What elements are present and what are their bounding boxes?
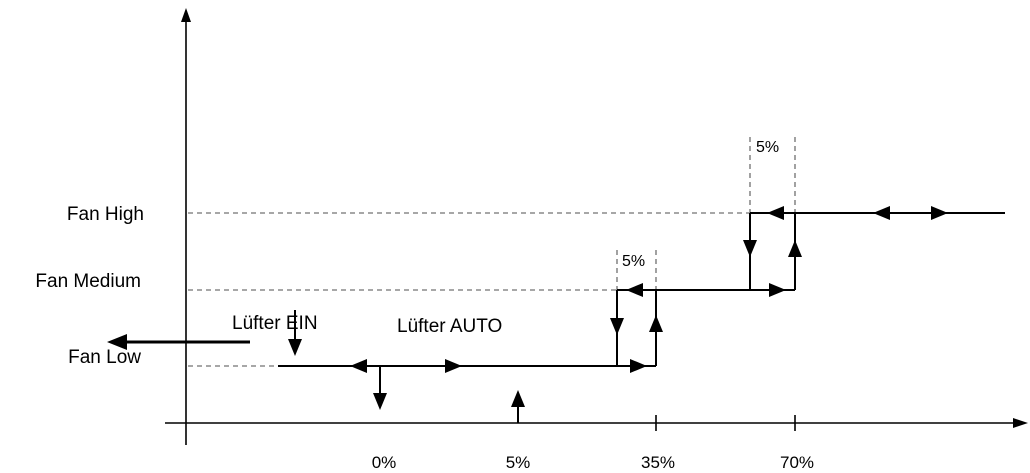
labels: Fan High Fan Medium Fan Low Lüfter EIN L… (35, 139, 814, 472)
high-right-arrowhead (931, 206, 948, 220)
label-fan-low: Fan Low (68, 347, 141, 368)
fan-on-down-arrowhead (288, 339, 302, 356)
mode-arrows (107, 310, 302, 356)
band-label-high: 5% (756, 139, 779, 156)
y-axis-arrowhead (181, 8, 191, 22)
low-right-arrowhead-1 (445, 359, 462, 373)
band-label-medium: 5% (622, 253, 645, 270)
rise-5-arrowhead (511, 390, 525, 407)
axes (165, 8, 1028, 445)
rise-high-arrowhead (788, 240, 802, 257)
medium-right-arrowhead (769, 283, 786, 297)
drop-high-arrowhead (743, 240, 757, 257)
label-fan-high: Fan High (67, 204, 144, 225)
fan-low-arrowhead (107, 334, 127, 350)
high-left-arrowhead-2 (873, 206, 890, 220)
label-fan-on: Lüfter EIN (232, 313, 318, 334)
x-tick-label-35: 35% (641, 453, 675, 472)
low-left-arrowhead (350, 359, 367, 373)
reference-lines (188, 137, 796, 367)
drop-medium-arrowhead (610, 318, 624, 335)
label-fan-auto: Lüfter AUTO (397, 316, 502, 337)
rise-medium-arrowhead (649, 315, 663, 332)
medium-left-arrowhead (626, 283, 643, 297)
x-tick-label-0: 0% (372, 453, 397, 472)
high-left-arrowhead-1 (767, 206, 784, 220)
hysteresis-curve (278, 206, 1005, 423)
drop-0-arrowhead (373, 393, 387, 410)
label-fan-medium: Fan Medium (35, 271, 141, 292)
x-axis-arrowhead (1013, 418, 1028, 428)
low-right-arrowhead-2 (630, 359, 647, 373)
x-tick-label-5: 5% (506, 453, 531, 472)
x-tick-label-70: 70% (780, 453, 814, 472)
